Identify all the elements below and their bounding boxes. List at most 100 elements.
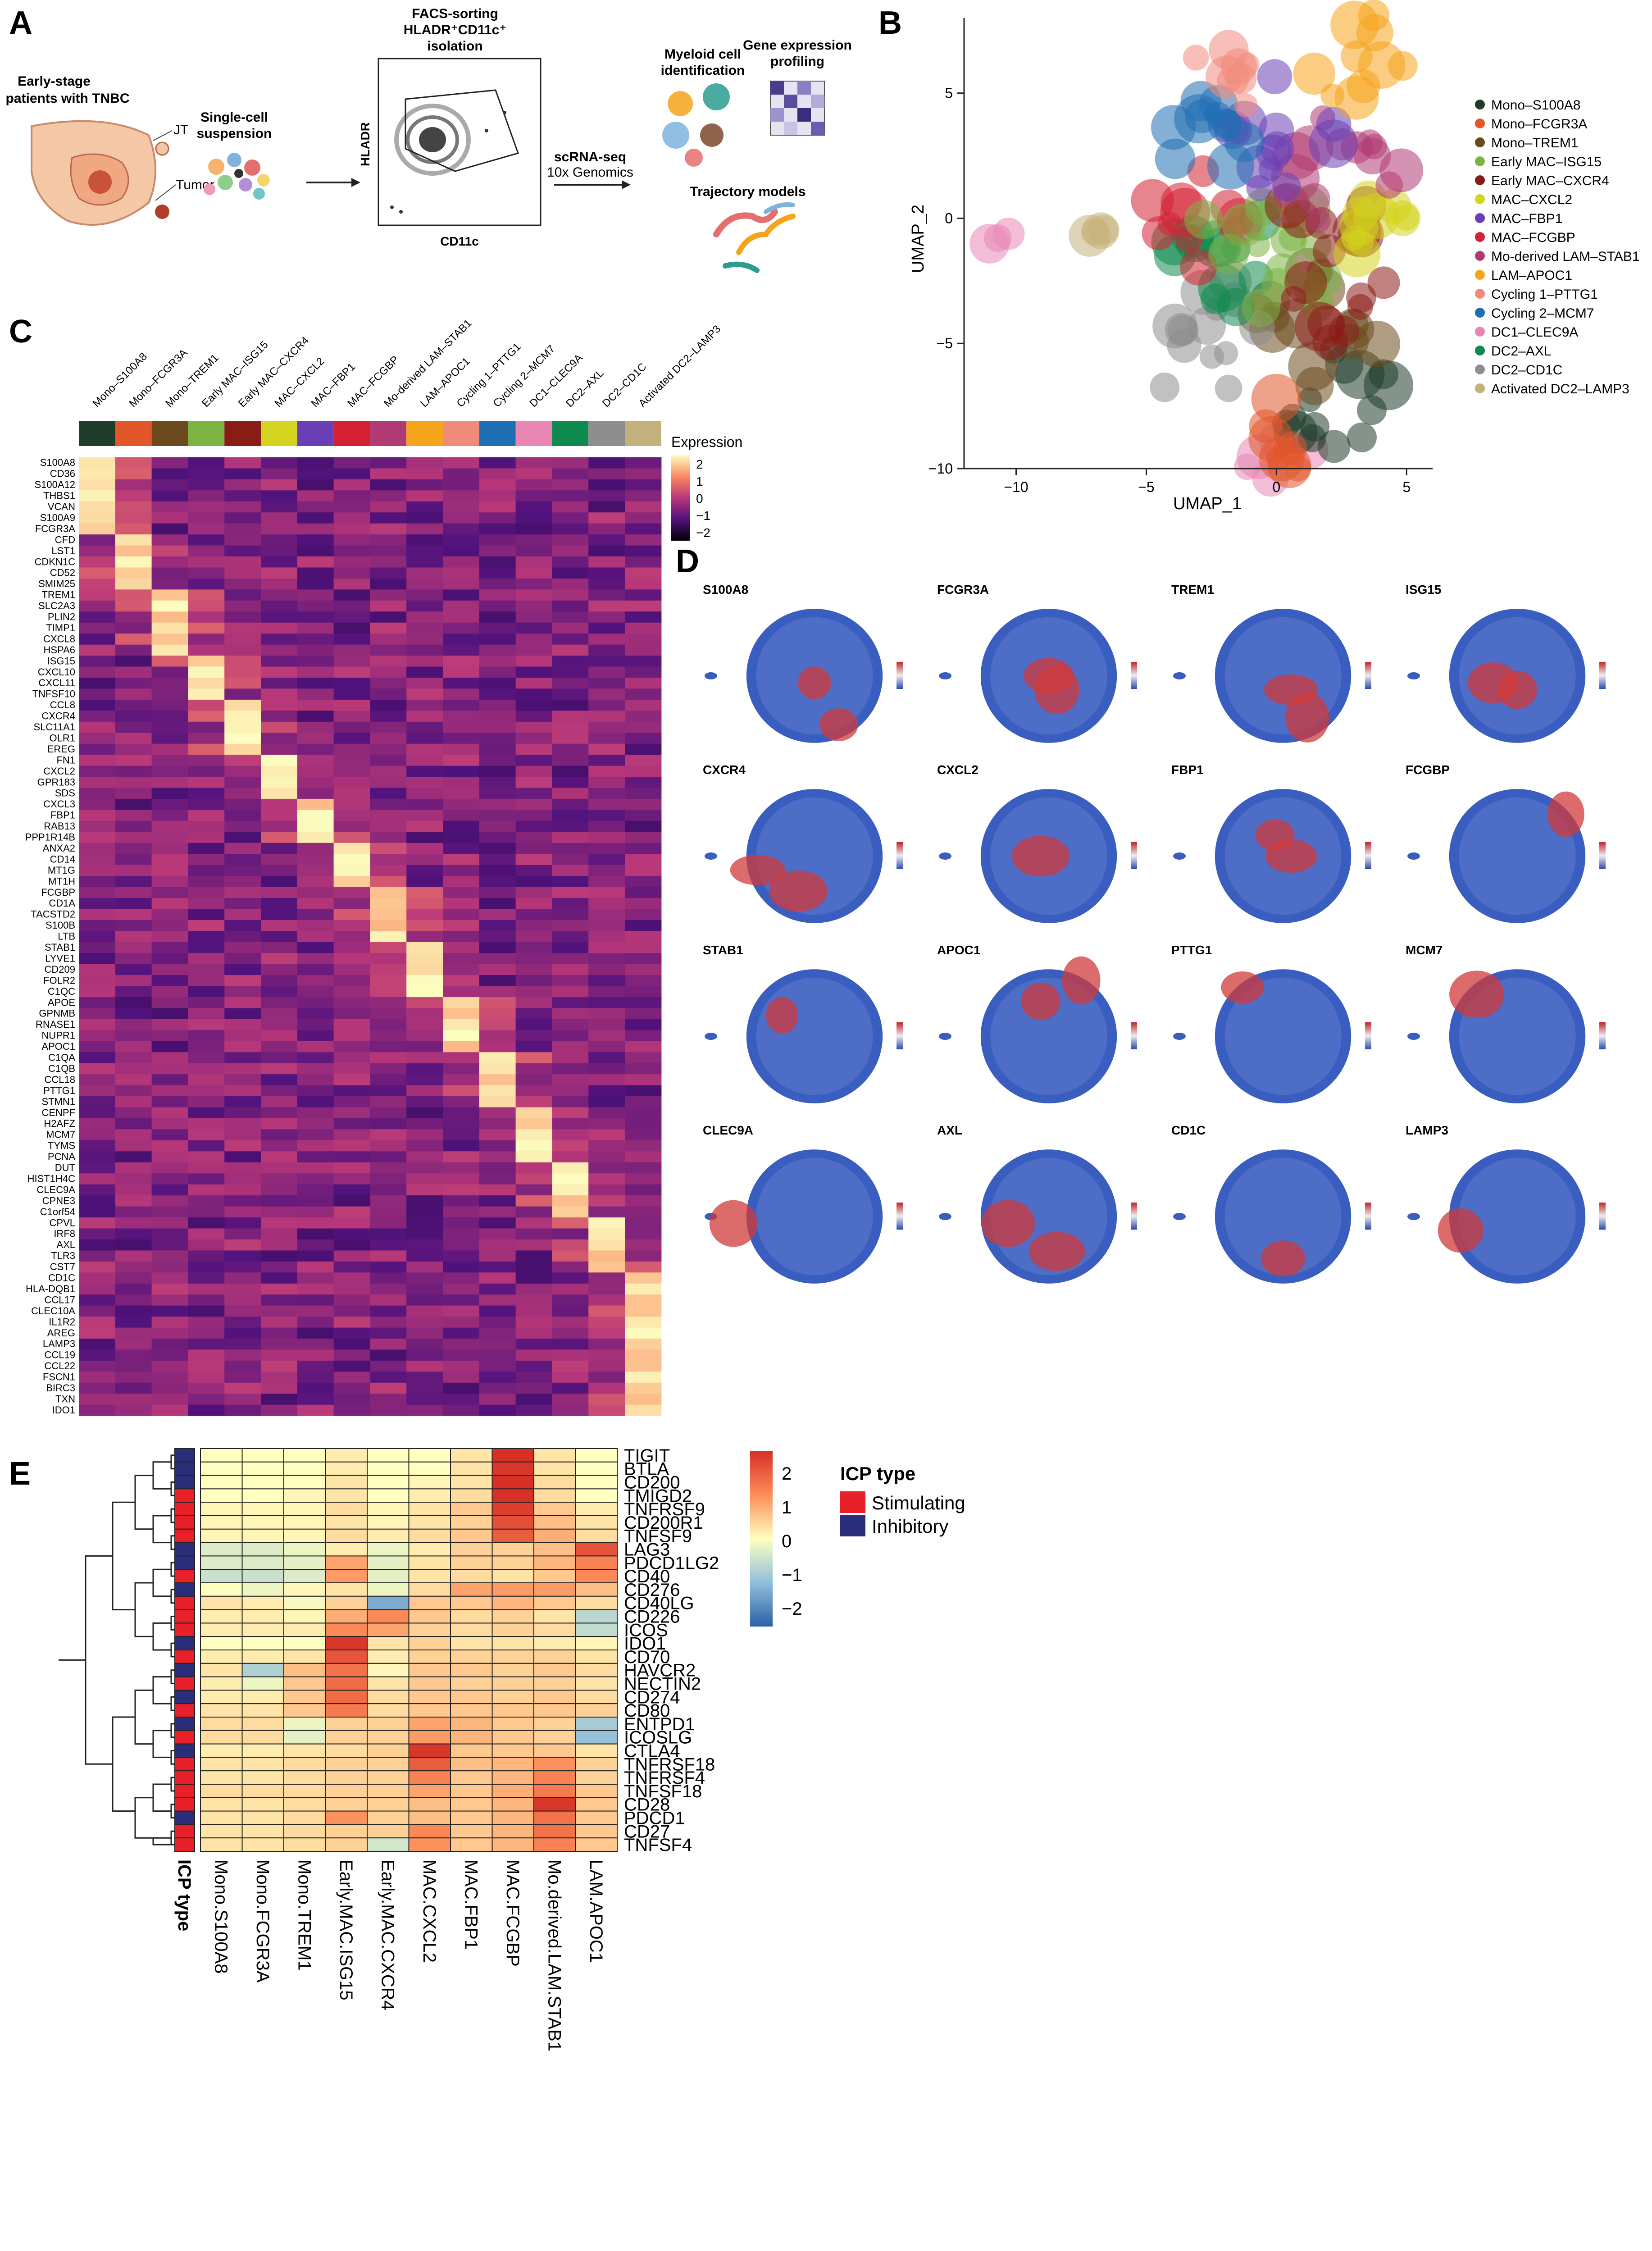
heatmap-c-cell [370,953,407,965]
heatmap-c-cell [515,865,552,876]
heatmap-c-cell [370,1118,407,1130]
heatmap-c-cell [443,755,480,766]
panel-e: E TIGITBTLACD200TMIGD2TNFRSF9CD200R1TNFS… [9,1446,965,2051]
heatmap-c-cell [370,975,407,987]
heatmap-e-row-label: CD40LG [624,1594,694,1613]
heatmap-c-cell [443,1272,480,1284]
icp-type-cell [174,1542,195,1557]
heatmap-c-cell [151,545,188,557]
heatmap-c-cell [479,1272,516,1284]
umap-cluster-point [1258,112,1294,148]
heatmap-e-cell [241,1502,284,1516]
heatmap-c-cell [188,733,225,744]
heatmap-e-row-label: TNFRSF9 [624,1499,705,1519]
heatmap-c-cell [224,766,261,777]
heatmap-c-cell [224,1261,261,1273]
heatmap-e-cell [408,1663,451,1677]
heatmap-c-cell [224,579,261,590]
heatmap-c-cell [79,556,116,568]
dendrogram-branch [112,1716,135,1812]
heatmap-c-cell [370,600,407,612]
heatmap-e-cell [325,1595,368,1610]
heatmap-c-cell [588,909,625,920]
heatmap-c-cell [479,1317,516,1328]
heatmap-c-cell [79,579,116,590]
heatmap-c-cell [151,820,188,832]
heatmap-c-cell [188,1360,225,1372]
heatmap-c-cell [552,1294,589,1306]
heatmap-c-cell [515,579,552,590]
heatmap-e-cell [492,1757,534,1772]
dendrogram-branch [170,1804,175,1818]
heatmap-c-cell [115,579,152,590]
heatmap-c-cell [479,931,516,943]
heatmap-c-cell [625,1349,662,1361]
heatmap-e-cell [450,1784,493,1798]
heatmap-e-cell [200,1730,243,1745]
heatmap-c-cell [552,1327,589,1339]
myeloid-label-2: identification [661,63,745,78]
heatmap-c-cell [297,1382,334,1394]
heatmap-c-cell [479,920,516,931]
heatmap-c-cell [588,1052,625,1064]
heatmap-c-cell [115,865,152,876]
heatmap-c-cell [479,1118,516,1130]
heatmap-e-row-label: CD200 [624,1473,680,1493]
heatmap-e-cell [533,1448,576,1463]
heatmap-e-cell [450,1703,493,1718]
heatmap-c-cell [151,788,188,799]
heatmap-c-cell [552,975,589,987]
heatmap-c-cell [224,798,261,810]
heatmap-c-cell [79,1206,116,1218]
feature-plot-title: S100A8 [703,583,748,597]
heatmap-c-cell [261,743,298,755]
heatmap-c-cell [479,1404,516,1416]
heatmap-c-cell [188,843,225,854]
umap-cluster-point [1167,328,1201,363]
heatmap-e-cell [533,1824,576,1839]
heatmap-c-cell [224,1030,261,1042]
feature-plot: S100A8 [703,583,903,743]
heatmap-c-cell [625,468,662,480]
heatmap-c-cell [224,743,261,755]
heatmap-c-cell [188,1162,225,1174]
heatmap-e-cell [408,1622,451,1637]
heatmap-c-cell [588,523,625,535]
heatmap-c-cell [333,1283,370,1295]
heatmap-e-cell [533,1837,576,1852]
heatmap-c-cell [479,479,516,491]
panel-letter-c: C [9,314,32,350]
heatmap-c-cell [151,1019,188,1030]
feature-plot-dc1-spot [1407,1033,1420,1040]
heatmap-e-cell [325,1743,368,1758]
icp-type-cell [174,1528,195,1543]
heatmap-e-cell [408,1595,451,1610]
heatmap-c-cell [297,1162,334,1174]
heatmap-c-cell [115,1074,152,1086]
heatmap-c-cell [625,743,662,755]
heatmap-c-cell [588,931,625,943]
feature-plot: STAB1 [703,943,903,1103]
feature-plot: FCGBP [1406,763,1606,923]
heatmap-c-cell [115,688,152,700]
heatmap-c-cell [333,743,370,755]
heatmap-c-row-label: RNASE1 [36,1019,75,1030]
heatmap-c-cell [115,743,152,755]
heatmap-c-cell [151,832,188,843]
heatmap-c-cell [115,1239,152,1251]
umap-x-tick-label: 5 [1402,479,1411,495]
heatmap-c-row-label: CPNE3 [42,1195,75,1206]
heatmap-c-cell [297,523,334,535]
heatmap-e-cell [492,1676,534,1691]
heatmap-e-cell [575,1595,618,1610]
heatmap-c-cell [115,622,152,634]
heatmap-c-cell [406,1173,443,1185]
heatmap-c-cell [406,556,443,568]
heatmap-e-cell [241,1770,284,1785]
heatmap-c-cell [151,457,188,469]
heatmap-c-cell [115,832,152,843]
heatmap-c-cell [515,1074,552,1086]
heatmap-c-cell [224,1339,261,1350]
heatmap-e-cell [325,1663,368,1677]
heatmap-e-cell [533,1636,576,1650]
